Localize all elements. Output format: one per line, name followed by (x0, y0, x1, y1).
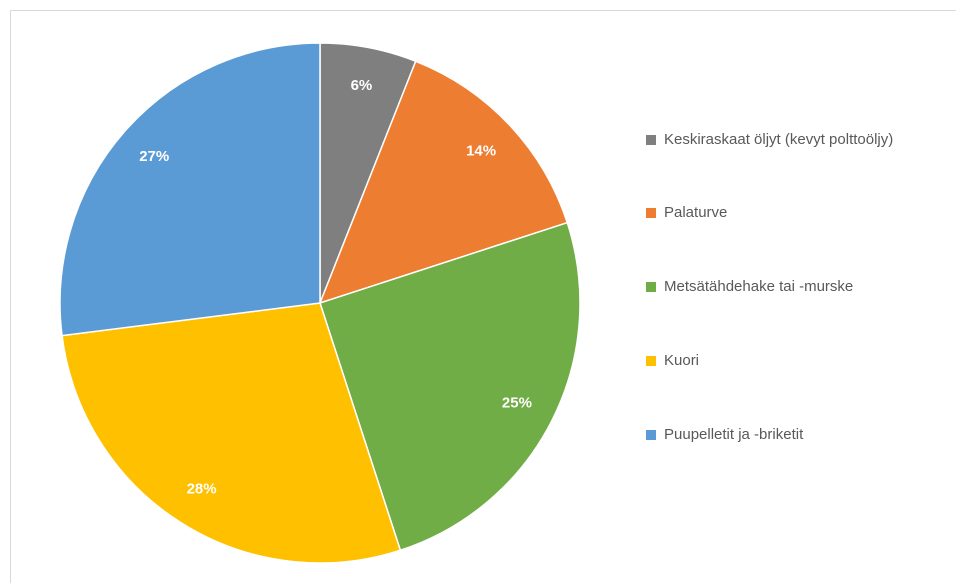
legend-swatch (646, 430, 656, 440)
data-label: 14% (466, 143, 496, 160)
legend-swatch (646, 282, 656, 292)
pie-slice (59, 42, 321, 337)
legend-item: Palaturve (646, 198, 896, 228)
legend-label: Palaturve (664, 204, 728, 221)
legend-swatch (646, 135, 656, 145)
legend-swatch (646, 356, 656, 366)
legend-label: Keskiraskaat öljyt (kevyt polttoöljy) (664, 131, 894, 148)
data-label: 25% (502, 394, 532, 411)
chart-border (10, 10, 956, 583)
legend-item: Metsätähdehake tai -murske (646, 272, 896, 302)
data-label: 6% (351, 77, 373, 94)
legend-label: Metsätähdehake tai -murske (664, 278, 854, 295)
pie-slice (319, 221, 581, 552)
pie-slice (61, 302, 402, 564)
legend-label: Kuori (664, 352, 700, 369)
data-label: 27% (139, 148, 169, 165)
legend-swatch (646, 208, 656, 218)
legend-item: Keskiraskaat öljyt (kevyt polttoöljy) (646, 125, 896, 155)
legend-item: Puupelletit ja -briketit (646, 420, 896, 450)
legend-label: Puupelletit ja -briketit (664, 426, 804, 443)
legend-item: Kuori (646, 346, 896, 376)
data-label: 28% (187, 481, 217, 498)
